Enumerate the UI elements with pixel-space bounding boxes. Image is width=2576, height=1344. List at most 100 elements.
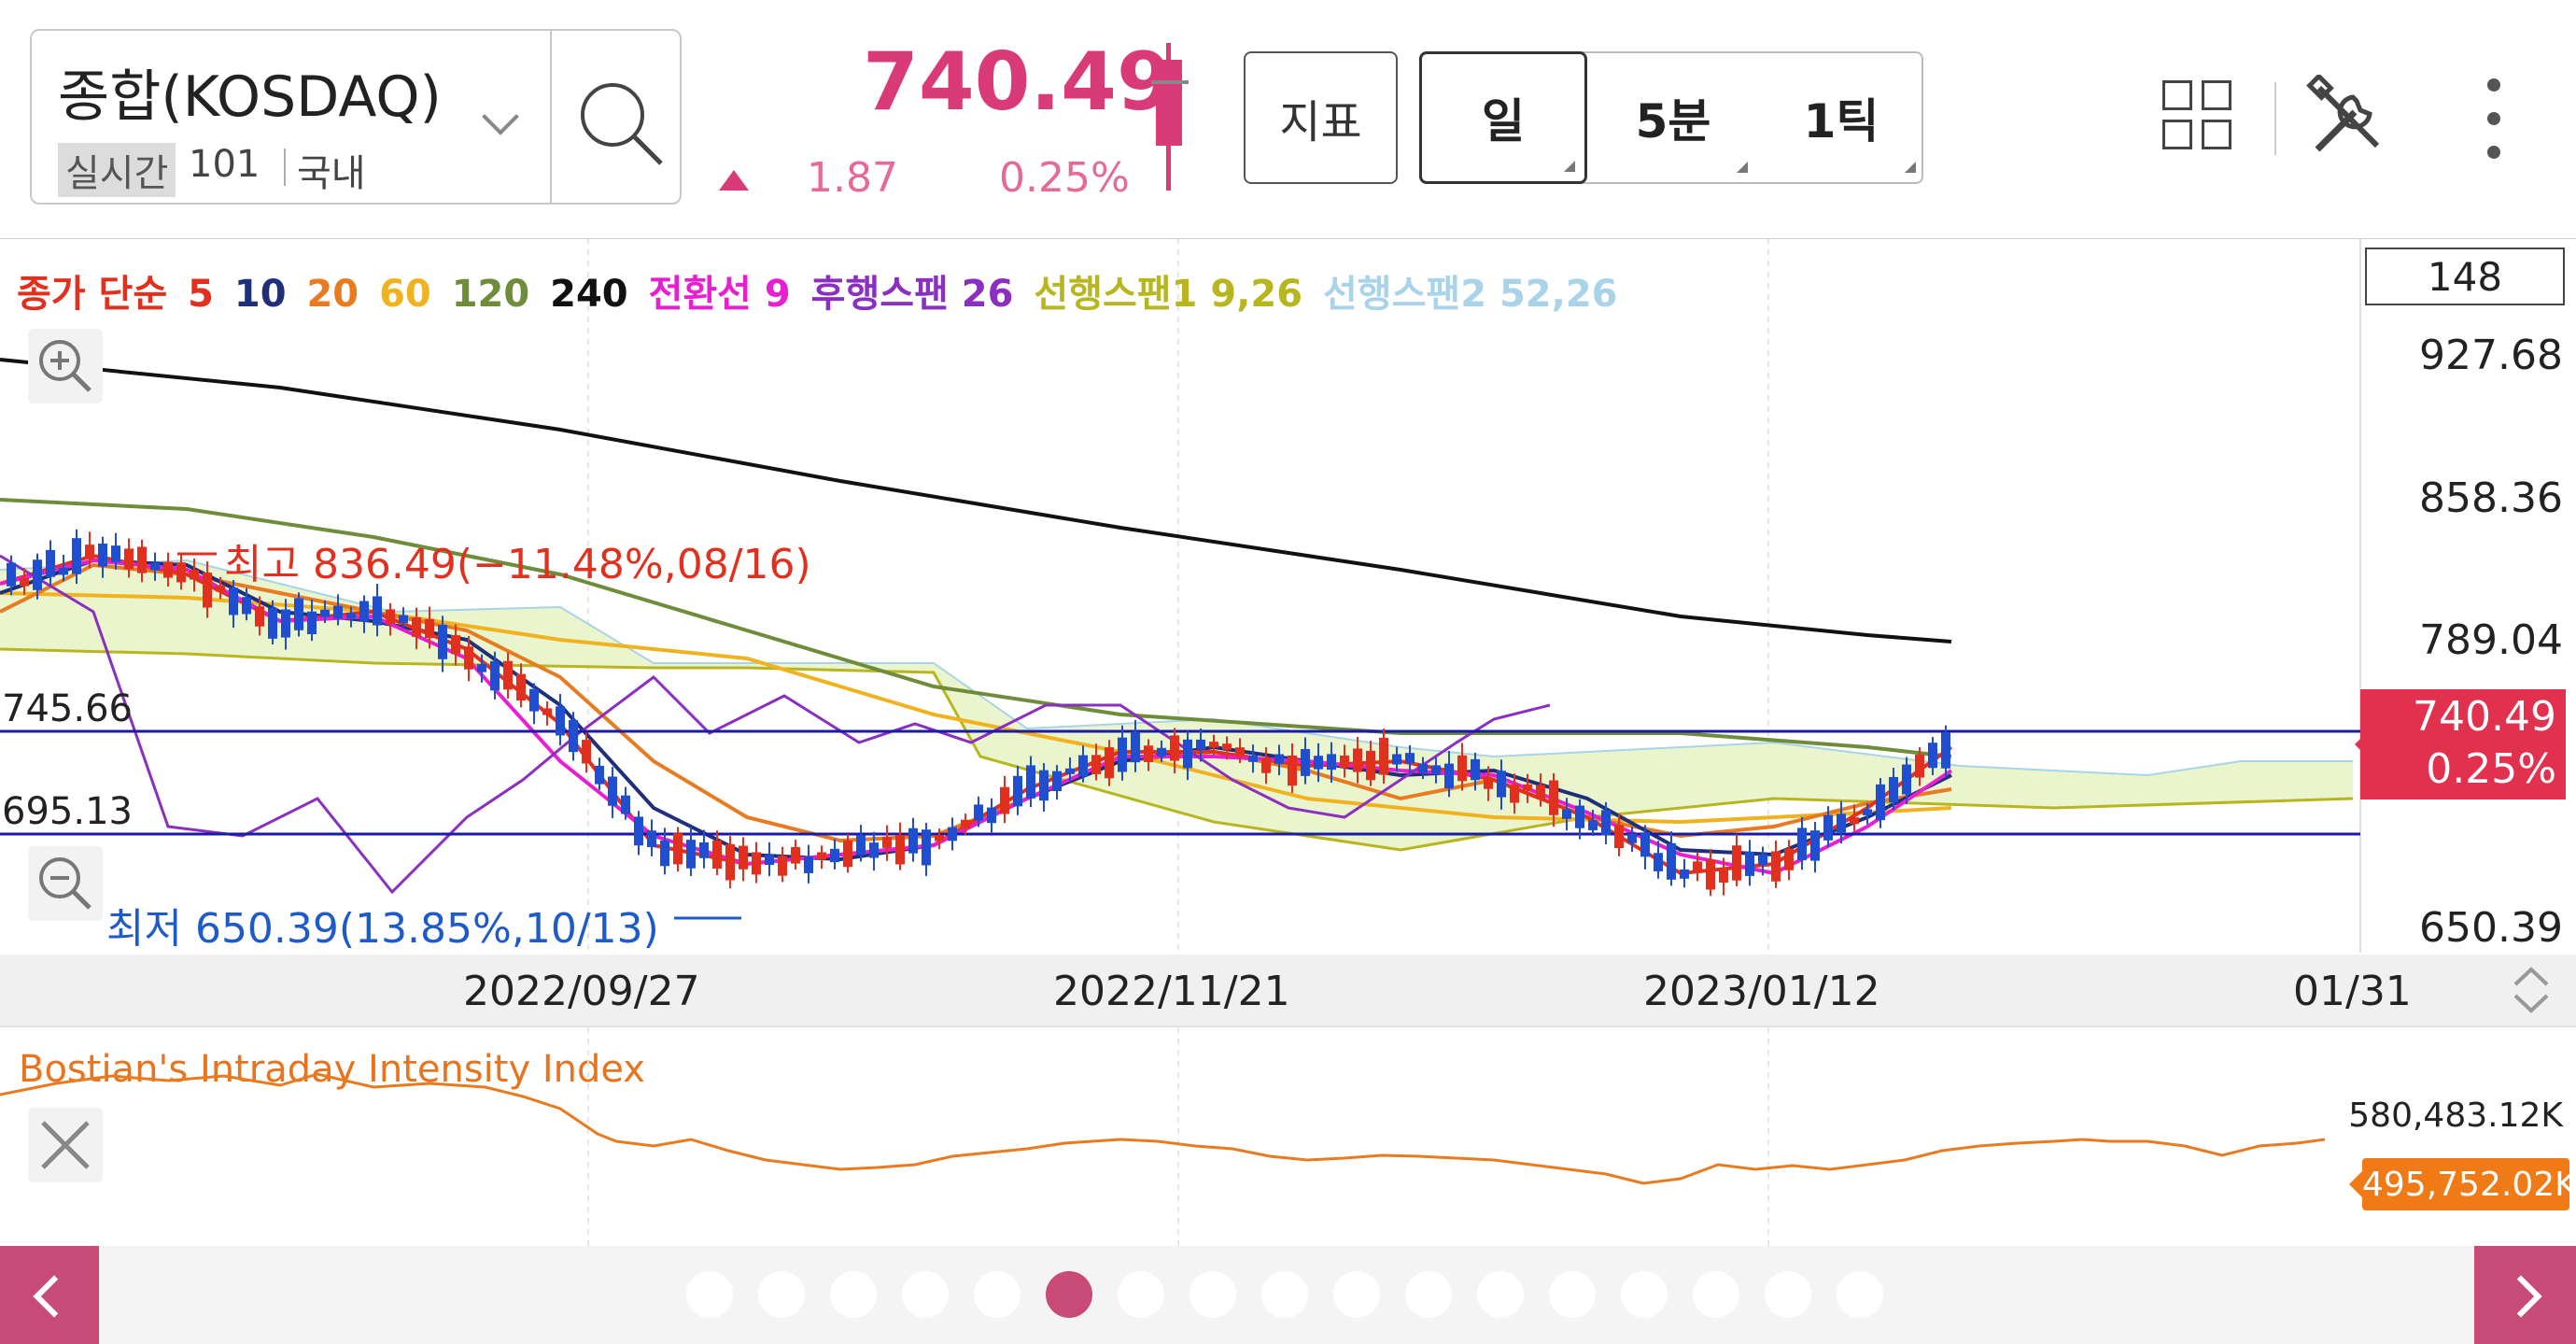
page-dot[interactable] xyxy=(1765,1271,1811,1318)
candle-body xyxy=(1797,828,1807,860)
price-tag-percent: 0.25% xyxy=(2426,745,2556,793)
candle-body xyxy=(1640,832,1650,857)
candle-body xyxy=(7,562,16,587)
tools-icon[interactable] xyxy=(2306,75,2390,159)
candle-body xyxy=(935,835,944,842)
candle-body xyxy=(373,596,382,626)
candle-body xyxy=(1627,833,1637,843)
divider xyxy=(550,31,552,203)
candle-body xyxy=(1183,739,1192,769)
candle-body xyxy=(725,843,735,881)
period-selector: 일 5분 1틱 xyxy=(1419,51,1923,184)
candle-body xyxy=(1353,748,1362,772)
candle-body xyxy=(647,830,656,847)
candle-body xyxy=(1457,755,1467,782)
page-dot[interactable] xyxy=(1621,1271,1668,1318)
candle-body xyxy=(1118,737,1127,772)
candlesticks xyxy=(7,529,1950,897)
page-dot[interactable] xyxy=(1046,1271,1092,1318)
lagging-span-line xyxy=(0,554,1551,895)
scroll-updown-icon[interactable] xyxy=(2508,962,2555,1018)
legend-item: 5 xyxy=(188,273,214,316)
page-dot[interactable] xyxy=(686,1271,733,1318)
candle-body xyxy=(1693,861,1702,873)
y-axis-label: 650.39 xyxy=(2419,904,2563,952)
more-vertical-icon[interactable] xyxy=(2484,78,2502,163)
search-icon[interactable] xyxy=(573,76,667,169)
candle-body xyxy=(804,856,813,873)
candle-body xyxy=(1405,753,1415,764)
y-axis-label: 858.36 xyxy=(2419,474,2563,522)
candle-body xyxy=(59,567,68,575)
page-dot[interactable] xyxy=(1118,1271,1164,1318)
candle-body xyxy=(1471,758,1480,781)
hline-bottom-label: 695.13 xyxy=(2,790,133,833)
ma120-line xyxy=(0,498,1952,758)
candle-body xyxy=(1654,853,1663,871)
visible-count-box[interactable]: 148 xyxy=(2365,248,2565,305)
price-chart[interactable] xyxy=(0,238,2576,953)
candle-body xyxy=(20,577,29,587)
x-axis[interactable] xyxy=(0,955,2576,1026)
legend-item: 선행스팬2 52,26 xyxy=(1323,273,1618,316)
zoom-out-icon[interactable] xyxy=(28,846,103,921)
candle-body xyxy=(1431,765,1441,774)
candle-body xyxy=(1052,771,1062,792)
zoom-in-icon[interactable] xyxy=(28,329,103,403)
chevron-left-icon xyxy=(33,1275,76,1318)
period-5min-button[interactable]: 5분 xyxy=(1589,53,1757,182)
candle-body xyxy=(1144,745,1153,762)
candle-body xyxy=(1340,755,1349,769)
candle-body xyxy=(1915,755,1924,778)
candle-body xyxy=(490,660,500,691)
page-dot[interactable] xyxy=(1693,1271,1739,1318)
candle-body xyxy=(582,740,591,764)
candle-body xyxy=(1889,776,1898,803)
page-dot[interactable] xyxy=(758,1271,805,1318)
candle-body xyxy=(46,549,55,577)
period-1tick-button[interactable]: 1틱 xyxy=(1757,53,1925,182)
candle-body xyxy=(1157,747,1166,757)
page-dot[interactable] xyxy=(1261,1271,1308,1318)
divider xyxy=(2274,82,2276,155)
candle-body xyxy=(163,561,173,578)
chevron-down-icon[interactable] xyxy=(482,98,519,135)
candle-body xyxy=(1523,784,1532,791)
indicator-legend[interactable]: 종가 단순 5 10 20 60 120 240 전환선 9 후행스팬 26 선… xyxy=(17,263,1625,318)
sub-indicator-chart[interactable] xyxy=(0,1027,2360,1246)
legend-item: 20 xyxy=(306,273,359,316)
candle-body xyxy=(1510,785,1519,803)
indicator-button[interactable]: 지표 xyxy=(1244,51,1398,184)
next-button[interactable] xyxy=(2474,1246,2576,1344)
page-dot[interactable] xyxy=(830,1271,877,1318)
prev-button[interactable] xyxy=(0,1246,99,1344)
candle-body xyxy=(634,816,643,846)
page-dot[interactable] xyxy=(1333,1271,1380,1318)
candle-body xyxy=(699,842,709,858)
symbol-selector[interactable]: 종합(KOSDAQ) 실시간 101 국내 xyxy=(30,29,682,205)
candle-body xyxy=(1222,743,1232,750)
low-price-label: 최저 650.39(13.85%,10/13) xyxy=(106,905,659,953)
page-dot[interactable] xyxy=(1405,1271,1452,1318)
page-dot[interactable] xyxy=(1189,1271,1236,1318)
sub-tag-value: 495,752.02K xyxy=(2362,1166,2576,1204)
symbol-name: 종합(KOSDAQ) xyxy=(58,64,442,130)
close-icon[interactable] xyxy=(28,1108,103,1182)
candle-body xyxy=(1745,852,1754,876)
page-dot[interactable] xyxy=(902,1271,949,1318)
sub-y-axis-label: 580,483.12K xyxy=(2348,1096,2563,1135)
x-axis-label: 01/31 xyxy=(2293,968,2412,1015)
candle-body xyxy=(1823,814,1833,841)
page-dot[interactable] xyxy=(1549,1271,1596,1318)
page-dot[interactable] xyxy=(974,1271,1021,1318)
page-dot[interactable] xyxy=(1477,1271,1524,1318)
candle-body xyxy=(1379,737,1388,775)
layout-grid-icon[interactable] xyxy=(2162,80,2235,153)
period-day-button[interactable]: 일 xyxy=(1419,51,1587,184)
candle-body xyxy=(908,828,918,854)
candle-body xyxy=(1536,785,1545,799)
page-dot[interactable] xyxy=(1837,1271,1883,1318)
candle-body xyxy=(1288,755,1297,786)
candle-body xyxy=(961,819,970,828)
bii-line xyxy=(0,1072,2326,1185)
